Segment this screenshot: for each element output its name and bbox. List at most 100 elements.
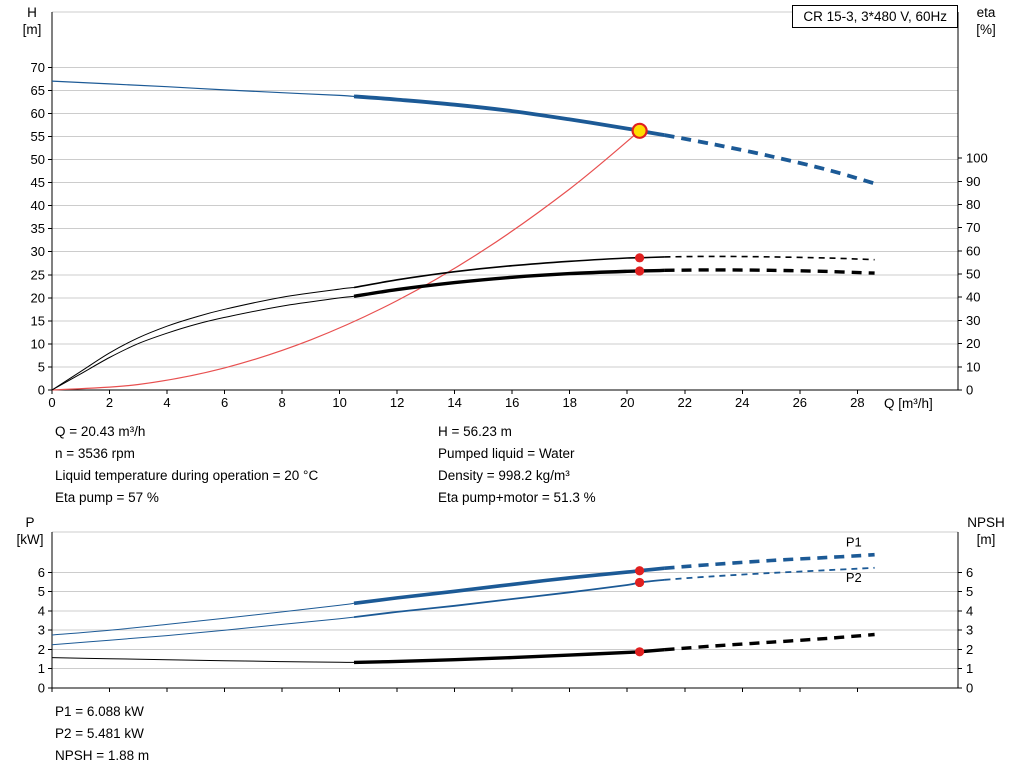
y-tick-label-right: 80 xyxy=(966,197,980,212)
curve-p2-curve xyxy=(664,566,875,581)
y-tick-label-right: 0 xyxy=(966,383,973,398)
y-tick-label-right: 10 xyxy=(966,359,980,374)
y-tick-label-right: 90 xyxy=(966,174,980,189)
curve-system-curve xyxy=(51,130,640,391)
y-tick-label-right: 70 xyxy=(966,220,980,235)
curve-eta-pump-motor-curve xyxy=(353,268,665,298)
marker-p2-dot xyxy=(635,577,645,588)
y-tick-label-left: 5 xyxy=(38,584,45,599)
annotation-liquid: Pumped liquid = Water xyxy=(438,446,575,461)
y-tick-label-right: 0 xyxy=(966,681,973,696)
y-tick-label-right: 2 xyxy=(966,642,973,657)
p-axis-label-line2: [kW] xyxy=(16,532,44,547)
marker-eta-pump-dot xyxy=(635,253,645,263)
y-tick-label-left: 55 xyxy=(31,129,45,144)
x-tick-label: 4 xyxy=(163,395,170,410)
annotation-eta-pump-motor: Eta pump+motor = 51.3 % xyxy=(438,490,596,505)
eta-axis-label-line1: eta xyxy=(976,5,996,20)
annotation-q: Q = 20.43 m³/h xyxy=(55,424,146,439)
curve-eta-pump-motor-curve xyxy=(51,295,355,391)
curve-npsh-curve xyxy=(664,632,875,652)
x-tick-label: 8 xyxy=(278,395,285,410)
annotation-speed: n = 3536 rpm xyxy=(55,446,135,461)
y-tick-label-right: 3 xyxy=(966,623,973,638)
x-tick-label: 10 xyxy=(332,395,346,410)
y-tick-label-left: 10 xyxy=(31,336,45,351)
annotation-eta-pump: Eta pump = 57 % xyxy=(55,490,159,505)
curve-p1-curve xyxy=(664,552,875,570)
curve-eta-pump-motor-curve xyxy=(664,268,875,275)
curve-head-curve xyxy=(664,133,876,186)
npsh-axis-label-line1: NPSH xyxy=(967,515,1005,530)
eta-axis-label-line2: [%] xyxy=(976,22,996,37)
y-tick-label-left: 45 xyxy=(31,175,45,190)
curve-head-curve xyxy=(353,94,665,137)
h-axis-label-line1: H xyxy=(27,5,37,20)
h-axis-label: H [m] xyxy=(10,4,54,38)
annotation-head: H = 56.23 m xyxy=(438,424,512,439)
curve-label-P2: P2 xyxy=(846,570,862,585)
annotation-column-left: Q = 20.43 m³/h n = 3536 rpm Liquid tempe… xyxy=(55,421,318,509)
y-tick-label-right: 6 xyxy=(966,565,973,580)
curve-head-curve xyxy=(51,80,355,97)
y-tick-label-left: 15 xyxy=(31,313,45,328)
q-axis-label: Q [m³/h] xyxy=(884,396,933,411)
curve-npsh-curve xyxy=(353,648,665,665)
y-tick-label-right: 50 xyxy=(966,267,980,282)
marker-duty-point xyxy=(631,122,648,139)
y-tick-label-left: 0 xyxy=(38,681,45,696)
y-tick-label-right: 20 xyxy=(966,336,980,351)
marker-p1-dot xyxy=(635,566,645,576)
curve-label-P1: P1 xyxy=(846,534,862,549)
y-tick-label-left: 60 xyxy=(31,106,45,121)
y-tick-label-left: 65 xyxy=(31,83,45,98)
x-tick-label: 18 xyxy=(562,395,576,410)
x-tick-label: 20 xyxy=(620,395,634,410)
x-tick-label: 12 xyxy=(390,395,404,410)
y-tick-label-left: 30 xyxy=(31,244,45,259)
annotation-npsh: NPSH = 1.88 m xyxy=(55,748,150,763)
x-tick-label: 24 xyxy=(735,395,749,410)
x-tick-label: 6 xyxy=(221,395,228,410)
npsh-axis-label-line2: [m] xyxy=(976,532,996,547)
x-tick-label: 22 xyxy=(678,395,692,410)
y-tick-label-left: 4 xyxy=(38,603,45,618)
y-tick-label-left: 6 xyxy=(38,565,45,580)
eta-axis-label: eta [%] xyxy=(962,4,1010,38)
y-tick-label-left: 70 xyxy=(31,60,45,75)
x-tick-label: 26 xyxy=(793,395,807,410)
curve-eta-pump-curve xyxy=(664,255,875,261)
y-tick-label-left: 5 xyxy=(38,359,45,374)
annotation-p1: P1 = 6.088 kW xyxy=(55,704,144,719)
x-tick-label: 0 xyxy=(48,395,55,410)
curve-p2-curve xyxy=(51,616,355,646)
marker-eta-pump-motor-dot xyxy=(635,266,645,276)
curve-npsh-curve xyxy=(51,657,355,663)
x-tick-label: 28 xyxy=(850,395,864,410)
curve-eta-pump-curve xyxy=(51,287,355,391)
y-tick-label-left: 20 xyxy=(31,290,45,305)
y-tick-label-right: 30 xyxy=(966,313,980,328)
curve-p1-curve xyxy=(51,602,355,636)
y-tick-label-left: 40 xyxy=(31,198,45,213)
y-tick-label-left: 0 xyxy=(38,383,45,398)
y-tick-label-left: 25 xyxy=(31,267,45,282)
h-axis-label-line2: [m] xyxy=(22,22,42,37)
pump-model-label: CR 15-3, 3*480 V, 60Hz xyxy=(792,5,958,28)
annotation-temperature: Liquid temperature during operation = 20… xyxy=(55,468,319,483)
y-tick-label-left: 35 xyxy=(31,221,45,236)
x-tick-label: 2 xyxy=(106,395,113,410)
y-tick-label-left: 2 xyxy=(38,642,45,657)
annotation-p2: P2 = 5.481 kW xyxy=(55,726,144,741)
y-tick-label-left: 3 xyxy=(38,623,45,638)
annotation-column-power: P1 = 6.088 kW P2 = 5.481 kW NPSH = 1.88 … xyxy=(55,701,149,767)
y-tick-label-right: 4 xyxy=(966,603,973,618)
y-tick-label-right: 1 xyxy=(966,661,973,676)
annotation-column-right: H = 56.23 m Pumped liquid = Water Densit… xyxy=(438,421,596,509)
y-tick-label-left: 1 xyxy=(38,661,45,676)
p-axis-label: P [kW] xyxy=(8,514,52,548)
annotation-density: Density = 998.2 kg/m³ xyxy=(438,468,570,483)
y-tick-label-right: 100 xyxy=(966,151,988,166)
